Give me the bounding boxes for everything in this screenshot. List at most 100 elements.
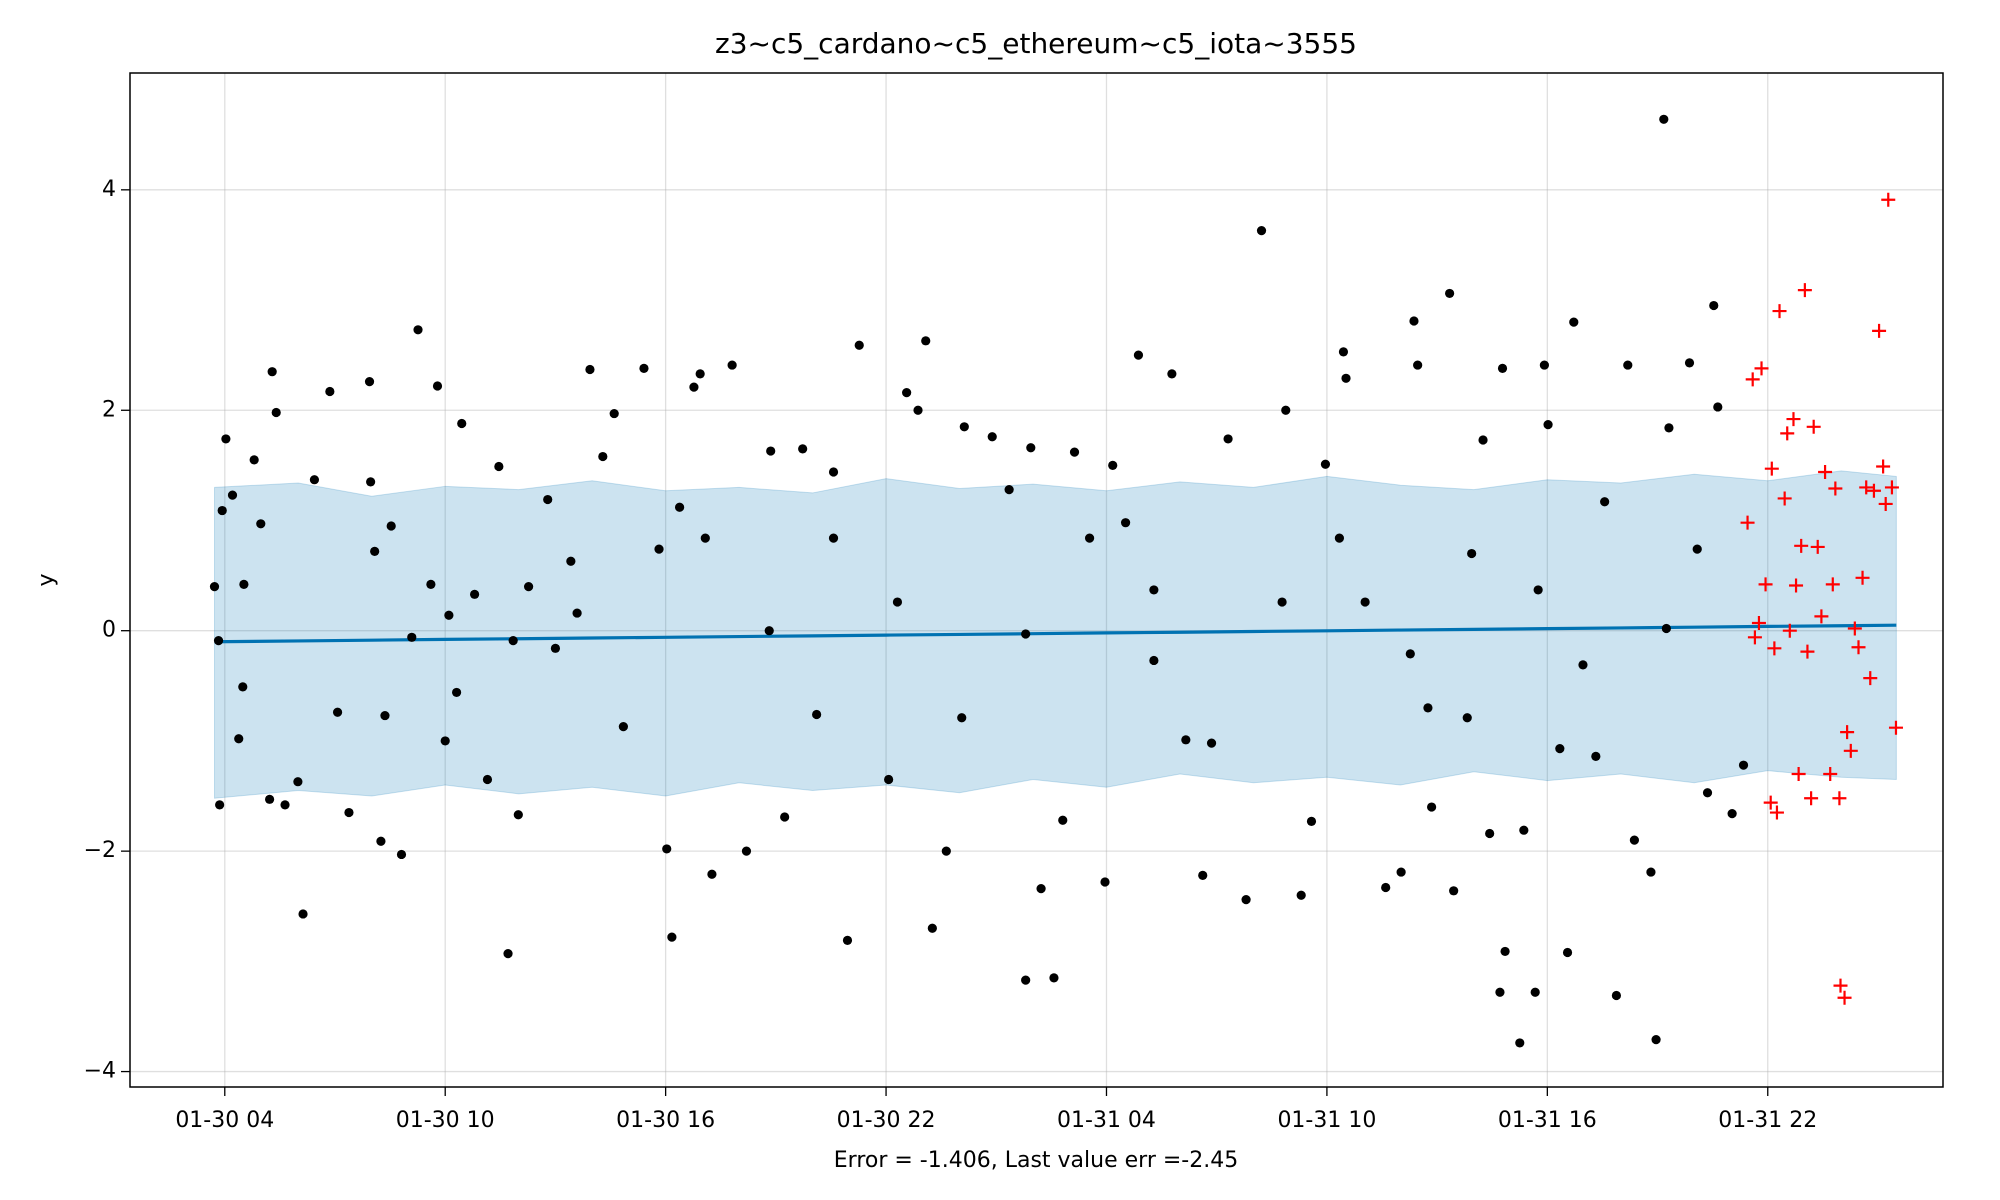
observed-point [1149, 585, 1159, 595]
observed-point [667, 932, 677, 942]
observed-point [1338, 347, 1349, 357]
observed-point [1320, 459, 1331, 469]
observed-point [440, 736, 450, 746]
observed-point [618, 721, 628, 732]
observed-point [572, 608, 582, 618]
observed-point [662, 844, 672, 854]
future-point [1872, 323, 1887, 338]
observed-point [1341, 373, 1351, 383]
observed-point [1167, 369, 1177, 379]
observed-point [1646, 867, 1656, 877]
observed-point [1539, 360, 1549, 370]
observed-point [413, 325, 423, 335]
observed-point [798, 444, 808, 454]
observed-point [1100, 877, 1110, 887]
observed-point [524, 582, 534, 592]
observed-point [566, 556, 576, 566]
observed-point [921, 336, 931, 346]
observed-point [1133, 350, 1144, 360]
observed-point [654, 544, 664, 554]
observed-point [234, 734, 244, 744]
future-point [1789, 578, 1804, 593]
observed-point [1623, 360, 1633, 370]
observed-point [884, 774, 894, 785]
future-point [1866, 483, 1881, 498]
future-point [1754, 361, 1769, 376]
observed-point [639, 363, 649, 373]
observed-point [700, 533, 710, 543]
observed-point [332, 707, 343, 717]
observed-point [1405, 649, 1415, 659]
observed-point [1684, 358, 1695, 368]
observed-point [1149, 655, 1159, 666]
observed-point [1334, 533, 1345, 543]
future-point [1878, 496, 1893, 511]
observed-point [213, 636, 224, 646]
observed-point [1495, 987, 1505, 997]
x-tick-label: 01-30 04 [175, 1108, 274, 1133]
observed-point [727, 360, 737, 370]
observed-point [1611, 990, 1622, 1001]
observed-point [1058, 815, 1068, 825]
observed-point [1664, 423, 1674, 433]
future-point [1769, 805, 1784, 820]
observed-point [854, 340, 864, 350]
observed-point [543, 494, 553, 505]
observed-point [1084, 533, 1095, 543]
observed-point [1462, 713, 1472, 723]
observed-point [386, 521, 396, 531]
future-point [1837, 990, 1852, 1005]
observed-point [215, 800, 225, 810]
observed-point [1021, 629, 1031, 639]
observed-point [1108, 460, 1118, 470]
y-tick-label: −4 [84, 1059, 116, 1084]
future-point [1782, 623, 1797, 638]
future-point [1786, 412, 1801, 427]
observed-point [513, 810, 523, 820]
observed-point [267, 367, 277, 377]
future-point [1855, 570, 1870, 585]
observed-point [1360, 597, 1370, 607]
future-point [1740, 515, 1755, 530]
observed-point [1241, 895, 1251, 905]
observed-point [221, 434, 231, 444]
observed-point [1256, 226, 1267, 236]
observed-point [1497, 363, 1508, 373]
observed-point [1562, 947, 1573, 958]
future-point [1745, 372, 1760, 387]
observed-point [280, 800, 290, 810]
observed-point [1500, 946, 1510, 957]
observed-point [1600, 497, 1610, 507]
observed-point [913, 405, 923, 415]
observed-point [1727, 809, 1737, 819]
observed-point [239, 579, 249, 590]
observed-point [674, 502, 685, 512]
observed-point [927, 923, 937, 933]
y-tick-label: 0 [102, 618, 116, 643]
future-point [1876, 459, 1891, 474]
future-point [1810, 539, 1825, 554]
observed-point [1692, 544, 1702, 554]
future-point [1884, 480, 1899, 495]
y-tick-label: 4 [102, 177, 116, 202]
observed-point [828, 467, 839, 477]
observed-point [366, 477, 376, 487]
observed-point [957, 713, 967, 723]
observed-point [689, 382, 699, 392]
observed-point [1206, 738, 1217, 748]
x-tick-label: 01-31 22 [1718, 1108, 1817, 1133]
observed-point [482, 774, 493, 785]
observed-point [444, 610, 454, 620]
observed-point [780, 812, 790, 822]
observed-point [764, 626, 774, 636]
observed-point [1004, 485, 1014, 495]
future-point [1758, 577, 1773, 592]
observed-point [298, 909, 308, 919]
observed-point [1413, 360, 1423, 370]
observed-point [598, 451, 608, 462]
observed-point [209, 582, 220, 592]
observed-point [1026, 443, 1036, 453]
observed-point [1530, 987, 1540, 997]
observed-point [380, 710, 390, 721]
future-point [1847, 621, 1862, 636]
